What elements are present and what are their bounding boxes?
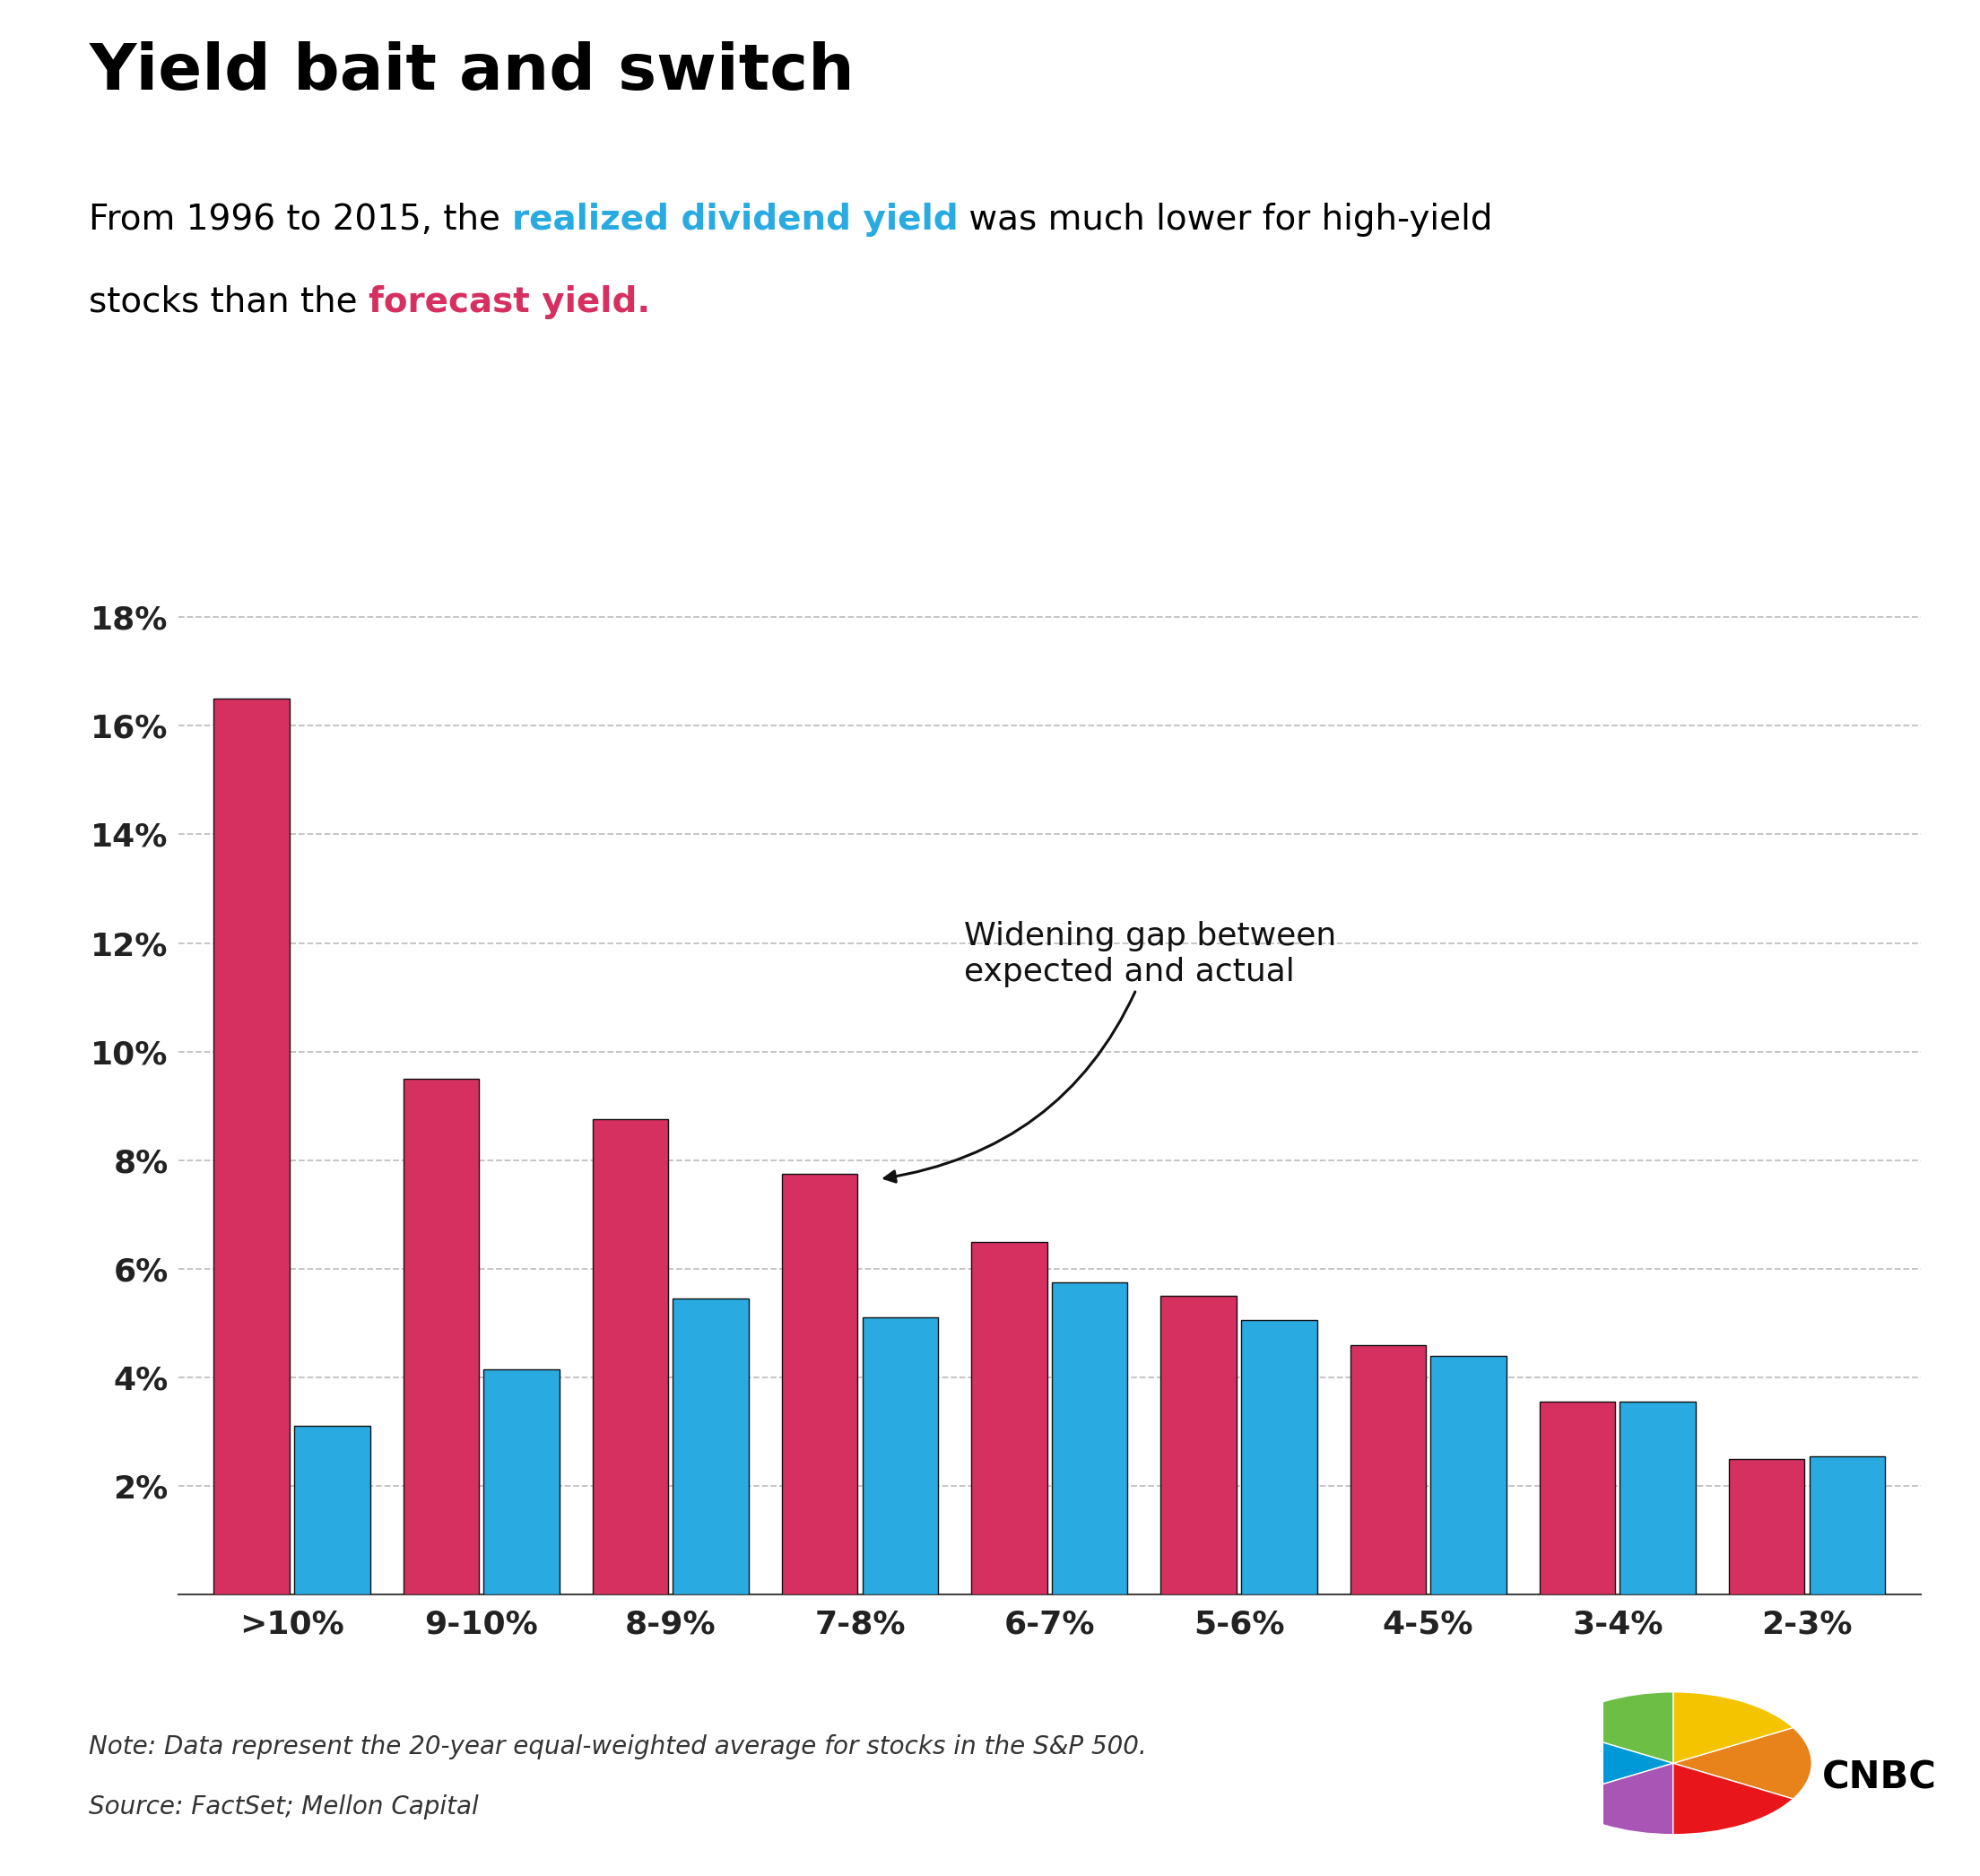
Bar [404,1079,479,1595]
Text: From 1996 to 2015, the: From 1996 to 2015, the [89,203,511,236]
Bar [863,1317,939,1595]
Bar [1810,1456,1885,1595]
Bar [1160,1296,1236,1595]
Bar [483,1369,558,1595]
Wedge shape [1673,1692,1794,1763]
Bar [592,1120,669,1595]
Text: Yield bait and switch: Yield bait and switch [89,41,855,103]
Wedge shape [1673,1763,1794,1835]
Bar [214,698,289,1595]
Bar [1350,1345,1426,1595]
Bar [1241,1321,1317,1595]
Bar [1540,1401,1616,1595]
Wedge shape [1673,1728,1812,1799]
Bar [673,1298,748,1595]
Bar [1729,1460,1804,1595]
Wedge shape [1552,1692,1673,1763]
Text: realized dividend yield: realized dividend yield [511,203,958,236]
Text: forecast yield.: forecast yield. [368,285,651,319]
Wedge shape [1534,1728,1673,1799]
Wedge shape [1552,1763,1673,1835]
Text: Note: Data represent the 20-year equal-weighted average for stocks in the S&P 50: Note: Data represent the 20-year equal-w… [89,1735,1146,1760]
Text: was much lower for high-yield: was much lower for high-yield [958,203,1493,236]
Text: Widening gap between
expected and actual: Widening gap between expected and actual [885,921,1336,1182]
Text: Source: FactSet; Mellon Capital: Source: FactSet; Mellon Capital [89,1795,479,1820]
Bar [295,1426,370,1595]
Bar [1620,1401,1695,1595]
Bar [782,1174,857,1595]
Text: CNBC: CNBC [1822,1758,1936,1797]
Bar [1051,1283,1127,1595]
Text: stocks than the: stocks than the [89,285,368,319]
Bar [1430,1356,1507,1595]
Bar [972,1242,1047,1595]
